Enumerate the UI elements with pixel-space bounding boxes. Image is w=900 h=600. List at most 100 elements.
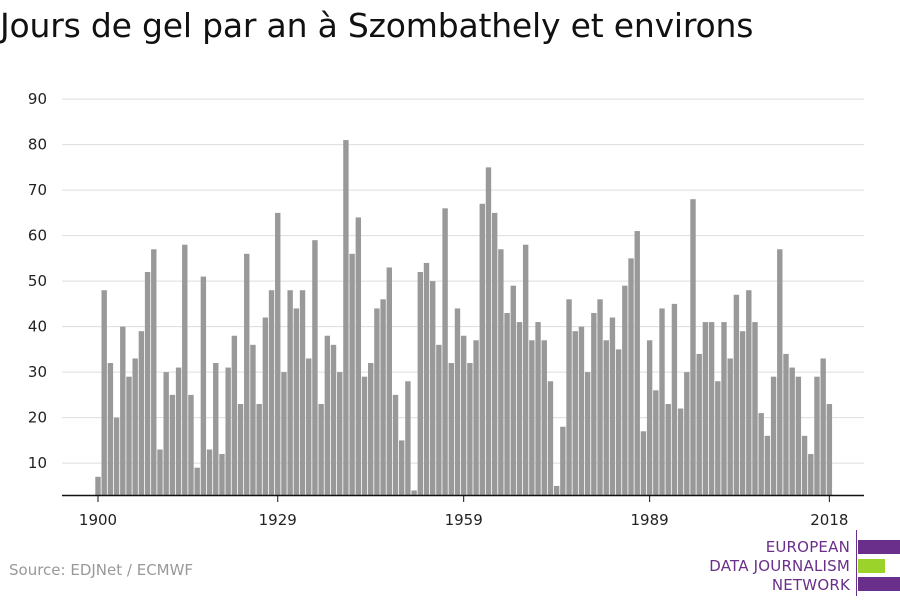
- bar-2003: [733, 294, 740, 495]
- bar-1913: [175, 367, 182, 495]
- bar-1909: [151, 249, 157, 495]
- bar-1902: [107, 363, 114, 495]
- bar-1924: [244, 253, 250, 495]
- bar-1951: [411, 490, 417, 495]
- bar-2015: [808, 454, 814, 495]
- bar-1996: [690, 199, 696, 495]
- bar-2005: [746, 290, 752, 495]
- bar-1905: [126, 376, 132, 495]
- logo-line-1: EUROPEAN: [765, 538, 850, 556]
- bar-1945: [374, 308, 380, 495]
- bar-1917: [200, 276, 207, 495]
- bar-1983: [609, 317, 616, 495]
- bar-1910: [157, 449, 163, 495]
- bar-1904: [120, 326, 126, 495]
- edjnet-logo: EUROPEAN DATA JOURNALISM NETWORK: [700, 530, 900, 600]
- bar-1933: [299, 290, 306, 495]
- bar-1934: [306, 358, 312, 495]
- bar-1977: [572, 331, 578, 495]
- bar-1994: [677, 408, 684, 495]
- bar-1932: [293, 308, 300, 495]
- logo-bar-purple-top: [858, 540, 900, 554]
- bar-2009: [770, 376, 777, 495]
- bar-1926: [256, 403, 262, 495]
- bar-1981: [597, 299, 603, 495]
- bar-1900: [95, 476, 101, 495]
- bar-1912: [169, 394, 176, 495]
- bar-1992: [665, 403, 671, 495]
- x-tick-label: 1900: [79, 511, 117, 529]
- bar-1982: [603, 340, 609, 495]
- bar-1921: [225, 367, 231, 495]
- bar-1965: [498, 249, 504, 495]
- bar-1990: [653, 390, 659, 495]
- bar-1942: [355, 217, 362, 496]
- bar-1979: [584, 372, 591, 495]
- bar-1940: [343, 140, 349, 495]
- bar-1980: [591, 312, 597, 495]
- y-tick-label: 90: [28, 90, 47, 108]
- bar-2006: [752, 322, 758, 495]
- bar-1931: [287, 290, 293, 495]
- logo-rule: [856, 530, 857, 596]
- bar-1975: [560, 426, 566, 495]
- bar-1918: [206, 449, 213, 495]
- bar-2000: [715, 381, 721, 495]
- bar-1976: [566, 299, 572, 495]
- bar-1930: [281, 372, 287, 495]
- x-tick-label: 2018: [810, 511, 848, 529]
- logo-bar-green: [858, 559, 885, 573]
- bar-1922: [231, 335, 238, 495]
- bar-1986: [628, 258, 634, 495]
- y-axis-ticks: 10 20 30 40 50 60 70 80 90: [28, 90, 47, 472]
- bar-2001: [721, 322, 727, 495]
- bar-1997: [696, 353, 702, 495]
- y-tick-label: 80: [28, 136, 47, 154]
- bar-1961: [473, 340, 479, 495]
- bar-1970: [529, 340, 535, 495]
- bar-1971: [535, 322, 541, 495]
- y-tick-label: 60: [28, 227, 47, 245]
- y-tick-label: 40: [28, 318, 47, 336]
- bar-1927: [262, 317, 269, 495]
- y-tick-label: 30: [28, 363, 47, 381]
- bar-2011: [783, 353, 789, 495]
- bar-1999: [708, 322, 715, 495]
- bar-1908: [144, 272, 151, 495]
- bar-1928: [268, 290, 275, 495]
- bar-1978: [578, 326, 585, 495]
- bar-1966: [504, 312, 510, 495]
- bar-2013: [795, 376, 802, 495]
- x-tick-label: 1959: [445, 511, 483, 529]
- bar-1989: [646, 340, 653, 495]
- bars: [95, 140, 833, 496]
- bar-1938: [330, 344, 337, 495]
- bar-1952: [417, 272, 423, 495]
- source-note: Source: EDJNet / ECMWF: [9, 561, 194, 579]
- bar-2018: [826, 403, 833, 495]
- bar-1911: [163, 372, 169, 495]
- bar-1935: [312, 240, 318, 495]
- bar-1974: [553, 485, 560, 495]
- y-tick-label: 20: [28, 409, 47, 427]
- bar-1947: [386, 267, 393, 495]
- bar-1985: [622, 285, 628, 495]
- chart-title: Jours de gel par an à Szombathely et env…: [0, 6, 754, 45]
- bar-1955: [436, 344, 442, 495]
- bar-1939: [337, 372, 343, 495]
- bar-1956: [442, 208, 448, 495]
- bar-2004: [739, 331, 746, 495]
- bar-2007: [758, 413, 764, 495]
- bar-1963: [485, 167, 492, 496]
- x-axis-ticks: 1900 1929 1959 1989 2018: [79, 495, 848, 529]
- bar-1906: [132, 358, 138, 495]
- bar-1984: [615, 349, 622, 495]
- bar-1948: [392, 394, 399, 495]
- bar-1914: [182, 244, 188, 495]
- bar-1959: [460, 335, 467, 495]
- logo-bar-purple-bottom: [858, 577, 900, 591]
- bar-1958: [454, 308, 461, 495]
- bar-1941: [349, 253, 355, 495]
- bar-1968: [516, 322, 523, 495]
